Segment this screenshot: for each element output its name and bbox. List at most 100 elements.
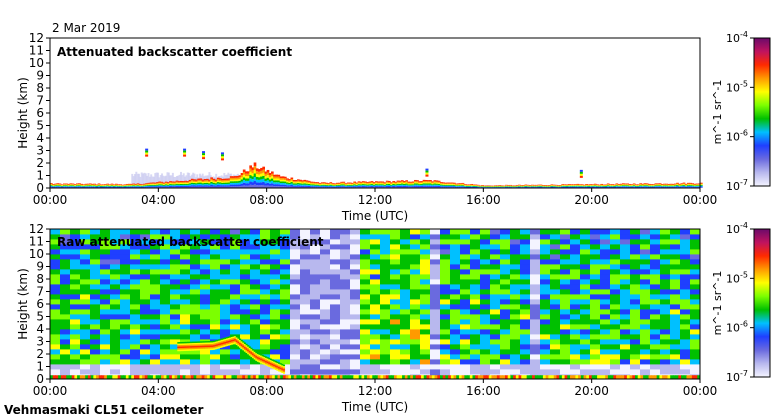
heat-cell: [199, 178, 203, 180]
heat-cell: [453, 375, 457, 379]
heat-cell: [510, 294, 521, 300]
heat-cell: [567, 375, 571, 379]
aerosol-mark: [243, 345, 247, 348]
aerosol-mark: [209, 340, 212, 343]
heat-cell: [80, 364, 91, 370]
heat-cell: [144, 173, 147, 188]
aerosol-mark: [250, 352, 253, 354]
heat-cell: [671, 186, 675, 187]
heat-cell: [280, 279, 291, 285]
heat-cell: [140, 299, 151, 305]
heat-cell: [250, 319, 261, 325]
heat-cell: [210, 314, 221, 320]
heat-cell: [216, 183, 220, 186]
heat-cell: [294, 185, 298, 187]
aerosol-mark: [276, 366, 279, 368]
heat-cell: [550, 254, 561, 260]
heat-cell: [370, 183, 374, 185]
heat-cell: [330, 329, 341, 335]
aerosol-mark: [187, 346, 190, 348]
heat-cell: [431, 375, 436, 379]
heat-cell: [160, 289, 171, 295]
heat-cell: [130, 274, 141, 280]
heat-cell: [197, 181, 200, 183]
aerosol-mark: [206, 347, 209, 349]
heat-cell: [405, 183, 408, 185]
heat-cell: [410, 299, 421, 305]
heat-cell: [184, 183, 187, 185]
heat-cell: [70, 274, 81, 280]
heat-cell: [355, 184, 359, 185]
heat-cell: [360, 249, 371, 255]
heat-cell: [585, 186, 588, 187]
heat-cell: [123, 185, 127, 187]
aerosol-mark: [271, 362, 274, 364]
heat-cell: [125, 186, 129, 188]
heat-cell: [654, 183, 658, 185]
heat-cell: [54, 186, 57, 188]
heat-cell: [166, 375, 170, 379]
heat-cell: [630, 289, 641, 295]
heat-cell: [630, 294, 641, 300]
heat-cell: [420, 185, 424, 187]
heat-cell: [350, 339, 361, 345]
heat-cell: [610, 244, 621, 250]
heat-cell: [370, 184, 374, 186]
heat-cell: [560, 264, 571, 270]
aerosol-mark: [195, 341, 198, 344]
heat-cell: [615, 186, 619, 187]
heat-cell: [130, 244, 141, 250]
heat-cell: [435, 182, 439, 184]
heat-cell: [225, 182, 229, 184]
heat-cell: [314, 182, 317, 183]
heat-cell: [622, 185, 625, 186]
heat-cell: [468, 185, 471, 187]
heat-cell: [620, 259, 631, 265]
heat-cell: [82, 186, 86, 188]
heat-cell: [160, 304, 171, 310]
heat-cell: [135, 171, 138, 188]
heat-cell: [234, 182, 237, 185]
heat-cell: [663, 184, 666, 186]
aerosol-mark: [217, 343, 221, 346]
heat-cell: [372, 184, 376, 186]
heat-cell: [650, 259, 661, 265]
heat-cell: [217, 375, 222, 379]
heat-cell: [310, 259, 321, 265]
heat-cell: [615, 183, 619, 185]
heat-cell: [330, 314, 341, 320]
heat-cell: [385, 180, 389, 182]
heat-cell: [472, 375, 476, 379]
aerosol-mark: [193, 341, 196, 344]
heat-cell: [170, 359, 181, 365]
heat-cell: [645, 375, 650, 379]
heat-cell: [403, 185, 406, 187]
heat-cell: [360, 259, 371, 265]
heat-cell: [125, 185, 129, 187]
heat-cell: [195, 180, 198, 182]
heat-cell: [637, 186, 640, 187]
heat-cell: [470, 369, 481, 375]
heat-cell: [400, 254, 411, 260]
heat-cell: [184, 182, 187, 184]
heat-cell: [188, 185, 192, 187]
heat-cell: [410, 375, 414, 379]
heat-cell: [681, 375, 685, 379]
heat-cell: [50, 349, 61, 355]
heat-cell: [671, 184, 675, 186]
heat-cell: [590, 364, 601, 370]
heat-cell: [149, 183, 153, 185]
heat-cell: [652, 184, 655, 186]
heat-cell: [180, 349, 191, 355]
heat-cell: [110, 314, 121, 320]
aerosol-mark: [258, 357, 261, 360]
heat-cell: [290, 349, 301, 355]
aerosol-mark: [229, 336, 232, 338]
heat-cell: [310, 229, 321, 235]
aerosol-mark: [247, 345, 250, 347]
heat-cell: [409, 182, 413, 184]
heat-cell: [450, 244, 461, 250]
heat-cell: [69, 186, 73, 188]
heat-cell: [333, 185, 337, 187]
heat-cell: [100, 329, 111, 335]
